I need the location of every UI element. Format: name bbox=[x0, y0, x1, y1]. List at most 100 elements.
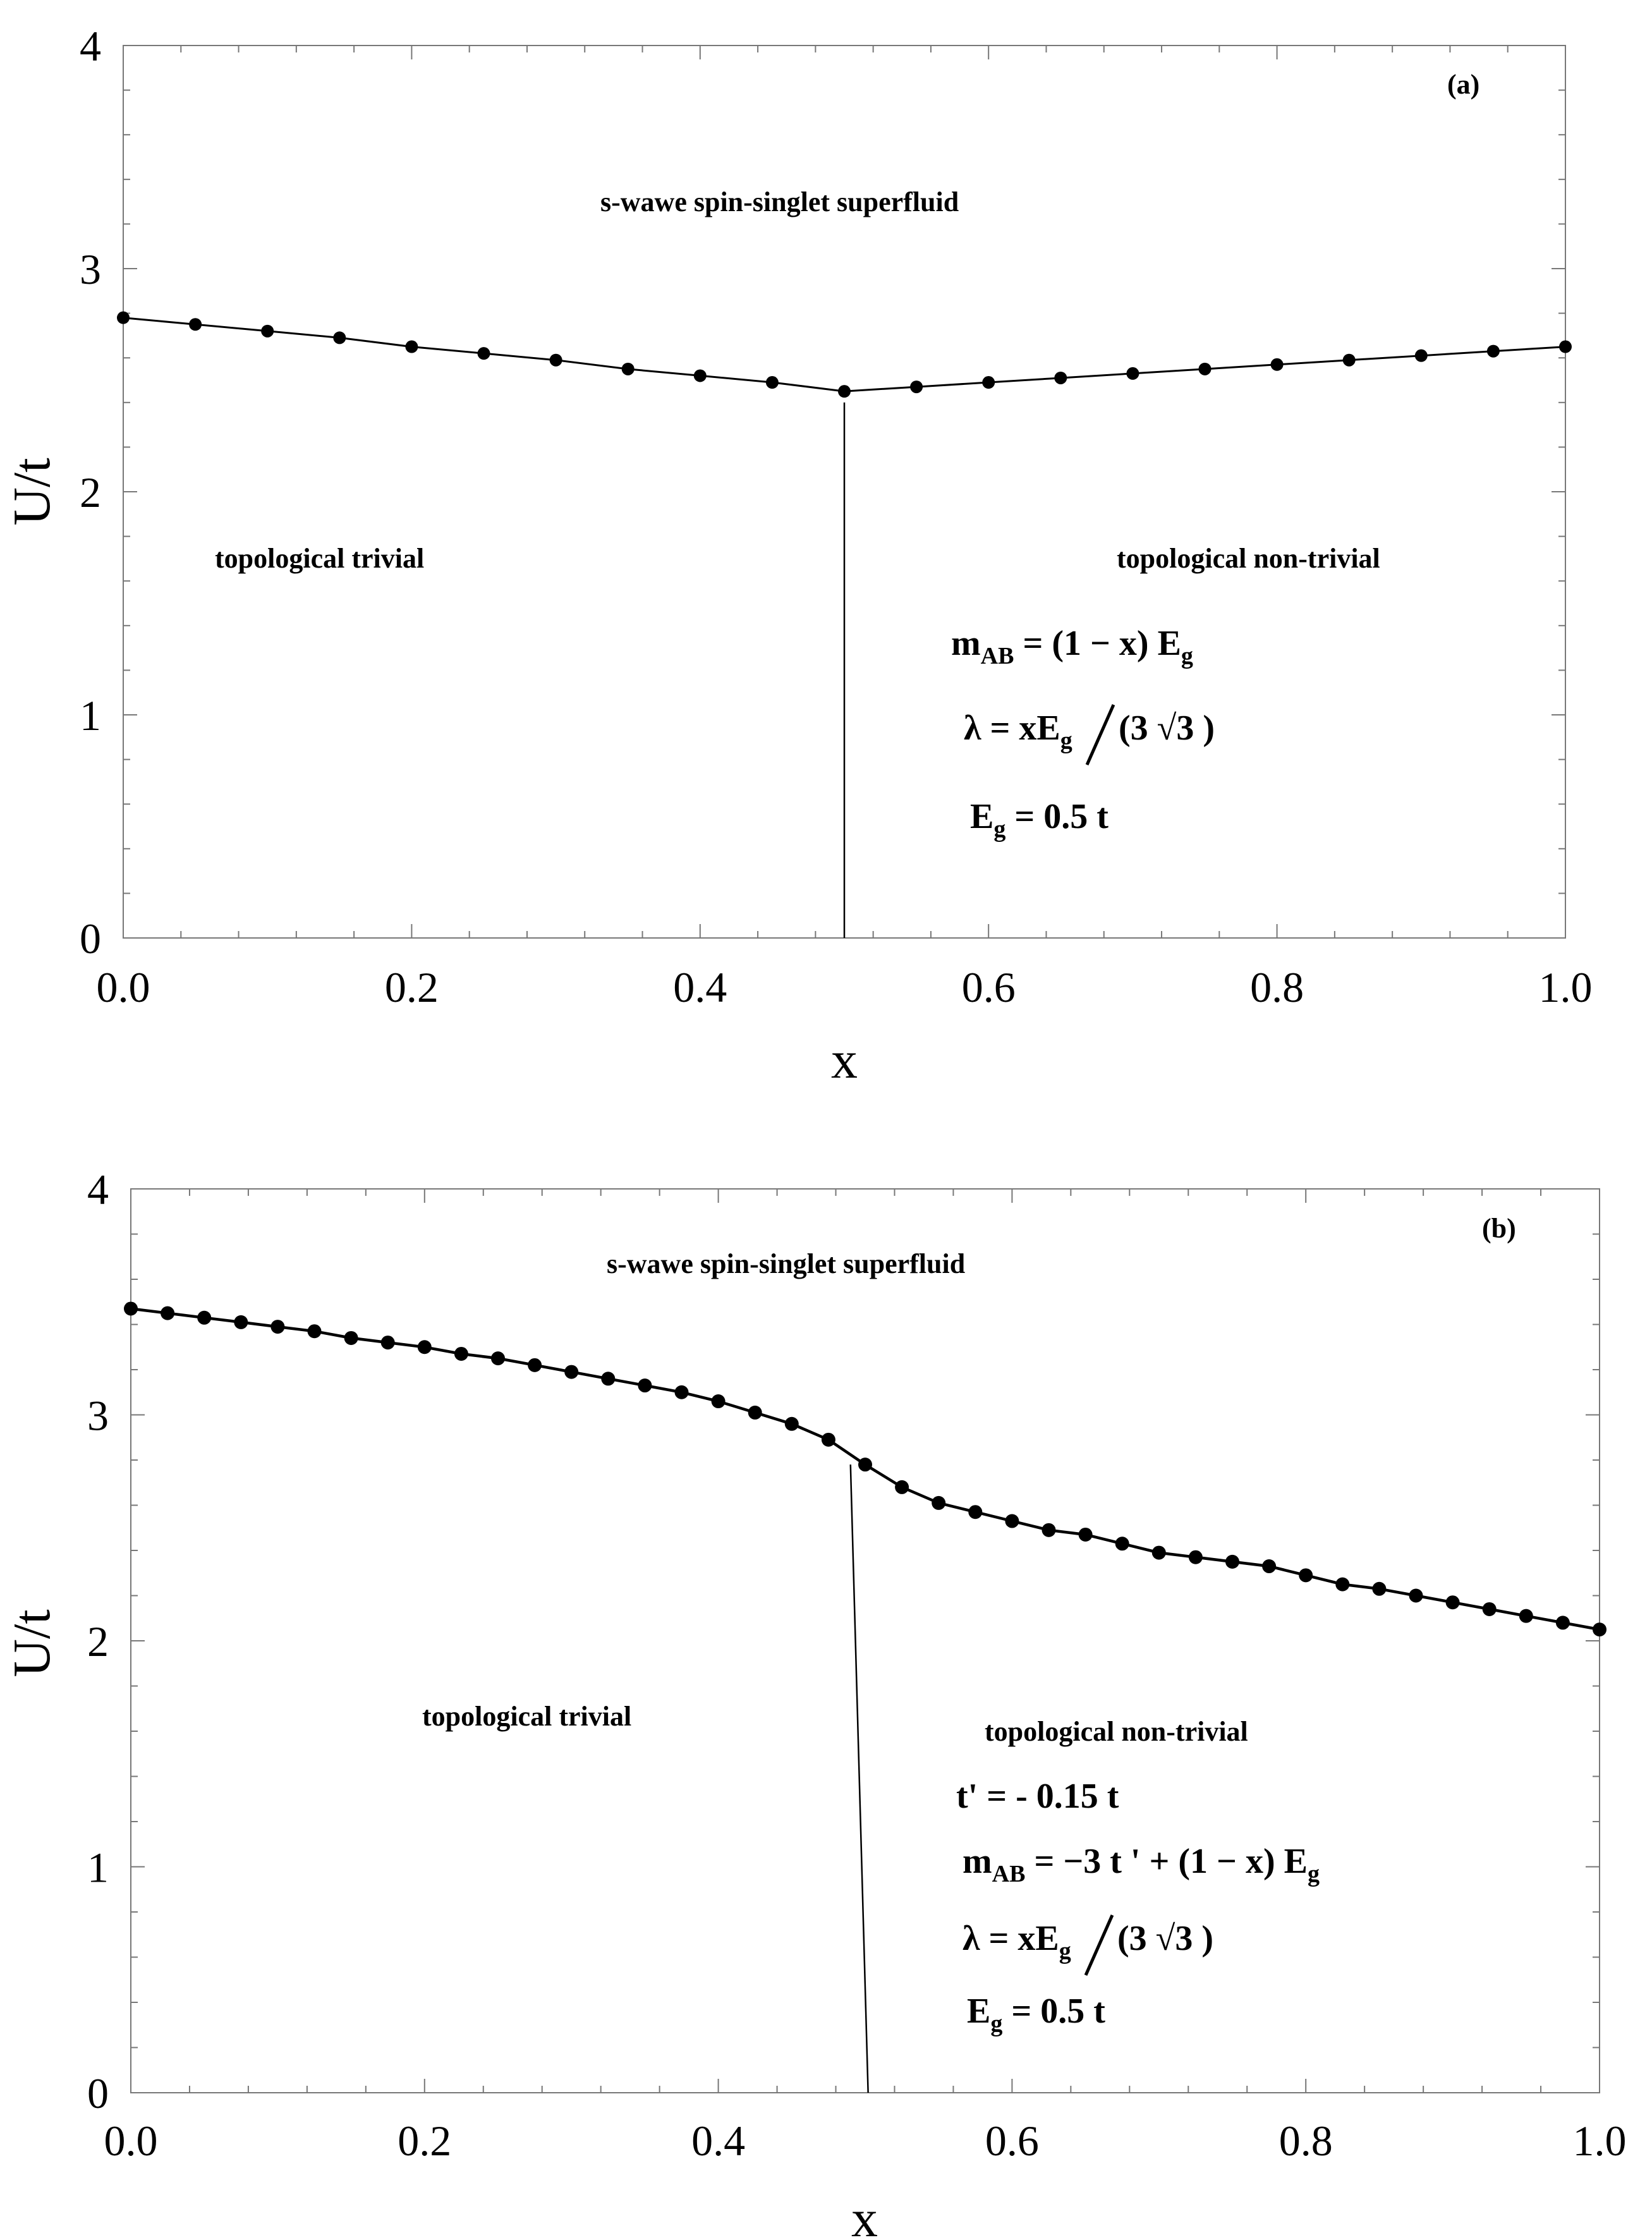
panel-b: 0.0 0.2 0.4 0.6 0.8 1.0 0 1 2 3 4 (b) s-wawe spin… bbox=[3, 1166, 1627, 2240]
data-point bbox=[344, 1330, 358, 1345]
data-point bbox=[1198, 362, 1212, 375]
y-tick-labels-a: 0 1 2 3 4 bbox=[80, 22, 101, 963]
data-point bbox=[307, 1324, 322, 1339]
x-tick-label: 0.0 bbox=[104, 2117, 158, 2165]
data-point bbox=[189, 318, 202, 331]
data-point bbox=[491, 1351, 505, 1366]
x-tick-label: 0.8 bbox=[1250, 963, 1304, 1011]
data-point bbox=[1225, 1554, 1239, 1569]
x-tick-labels-b: 0.0 0.2 0.4 0.6 0.8 1.0 bbox=[104, 2117, 1627, 2165]
data-point bbox=[1342, 353, 1356, 367]
panel-a: 0.0 0.2 0.4 0.6 0.8 1.0 0 1 2 3 4 (a) s-wawe spin… bbox=[3, 22, 1593, 1090]
data-point bbox=[454, 1346, 468, 1361]
data-point bbox=[1151, 1545, 1166, 1560]
y-tick-label: 2 bbox=[80, 468, 101, 516]
y-tick-label: 1 bbox=[87, 1844, 109, 1892]
data-point bbox=[638, 1379, 652, 1393]
data-point bbox=[477, 347, 490, 360]
x-tick-label: 0.6 bbox=[962, 963, 1016, 1011]
y-tick-label: 3 bbox=[80, 245, 101, 293]
data-point bbox=[1593, 1622, 1606, 1637]
data-point bbox=[693, 369, 707, 382]
data-point bbox=[1555, 1616, 1570, 1630]
phase-label-trivial-b: topological trivial bbox=[422, 1701, 631, 1732]
data-point bbox=[821, 1432, 835, 1447]
data-point bbox=[838, 385, 851, 398]
y-tick-label: 1 bbox=[80, 691, 101, 740]
data-point bbox=[1188, 1550, 1203, 1564]
data-point bbox=[1262, 1559, 1277, 1574]
data-point bbox=[765, 376, 779, 389]
data-point bbox=[1519, 1609, 1533, 1623]
data-point bbox=[1335, 1577, 1350, 1592]
ticks-a bbox=[123, 45, 1566, 939]
formula-mab-a: mAB = (1 − x) Eg bbox=[951, 624, 1193, 669]
y-axis-title-a: U/t bbox=[3, 458, 61, 525]
data-point bbox=[1372, 1581, 1387, 1596]
data-point bbox=[1042, 1523, 1056, 1537]
data-point bbox=[982, 376, 995, 389]
plot-frame-b bbox=[130, 1188, 1600, 2093]
phase-boundary-line-b bbox=[849, 1464, 869, 2093]
y-axis-title-b: U/t bbox=[3, 1609, 61, 1677]
panel-label-a: (a) bbox=[1447, 69, 1479, 100]
y-tick-label: 0 bbox=[80, 915, 101, 963]
data-point bbox=[124, 1301, 138, 1316]
x-tick-label: 0.2 bbox=[385, 963, 439, 1011]
x-tick-label: 0.4 bbox=[691, 2117, 745, 2165]
data-point bbox=[674, 1385, 689, 1399]
data-point bbox=[711, 1394, 726, 1409]
data-point bbox=[405, 340, 418, 353]
formula-slash-a bbox=[1085, 703, 1115, 766]
data-point bbox=[1414, 349, 1428, 362]
data-point bbox=[858, 1458, 872, 1472]
y-tick-label: 4 bbox=[80, 22, 101, 70]
data-point bbox=[564, 1365, 579, 1379]
formula-lambda-a: λ = xEg bbox=[964, 709, 1072, 754]
phase-label-superfluid-a: s-wawe spin-singlet superfluid bbox=[600, 186, 959, 217]
data-point bbox=[528, 1358, 542, 1372]
formula-mab-b: mAB = −3 t ' + (1 − x) Eg bbox=[963, 1842, 1320, 1887]
y-tick-label: 4 bbox=[87, 1166, 109, 1214]
data-point bbox=[968, 1505, 983, 1519]
y-tick-label: 2 bbox=[87, 1617, 109, 1665]
x-tick-label: 1.0 bbox=[1539, 963, 1593, 1011]
formula-lambda-denominator-a: (3 √3 ) bbox=[1119, 709, 1215, 748]
phase-label-nontrivial-a: topological non-trivial bbox=[1117, 543, 1380, 574]
data-point bbox=[784, 1416, 799, 1431]
data-point bbox=[549, 353, 562, 367]
data-point bbox=[270, 1320, 285, 1334]
data-point bbox=[234, 1315, 248, 1329]
y-tick-labels-b: 0 1 2 3 4 bbox=[87, 1166, 109, 2117]
data-point bbox=[932, 1495, 946, 1510]
x-tick-label: 0.8 bbox=[1279, 2117, 1333, 2165]
formula-tprime-b: t' = - 0.15 t bbox=[956, 1777, 1119, 1816]
ticks-b bbox=[130, 1188, 1600, 2093]
data-point bbox=[261, 324, 274, 338]
data-point bbox=[333, 331, 346, 344]
data-point bbox=[161, 1306, 175, 1320]
formula-eg-b: Eg = 0.5 t bbox=[967, 1992, 1105, 2037]
data-point bbox=[1482, 1602, 1497, 1616]
data-point bbox=[748, 1405, 762, 1420]
x-tick-label: 1.0 bbox=[1573, 2117, 1627, 2165]
data-point bbox=[1115, 1537, 1129, 1551]
data-point bbox=[117, 311, 130, 324]
data-point bbox=[895, 1480, 909, 1494]
data-point bbox=[1299, 1568, 1313, 1583]
formula-slash-b bbox=[1084, 1914, 1114, 1976]
data-point bbox=[601, 1372, 616, 1386]
x-axis-title-b: x bbox=[851, 2189, 878, 2240]
y-tick-label: 0 bbox=[87, 2069, 109, 2117]
data-point bbox=[197, 1310, 212, 1325]
x-tick-label: 0.2 bbox=[398, 2117, 451, 2165]
data-point bbox=[1486, 344, 1500, 358]
phase-label-nontrivial-b: topological non-trivial bbox=[985, 1716, 1248, 1747]
data-points-b bbox=[124, 1301, 1606, 1637]
formula-eg-a: Eg = 0.5 t bbox=[970, 797, 1108, 843]
data-point bbox=[1270, 358, 1284, 371]
x-tick-labels-a: 0.0 0.2 0.4 0.6 0.8 1.0 bbox=[97, 963, 1593, 1011]
data-point bbox=[417, 1340, 432, 1354]
x-tick-label: 0.0 bbox=[97, 963, 150, 1011]
x-axis-title-a: x bbox=[831, 1031, 858, 1090]
